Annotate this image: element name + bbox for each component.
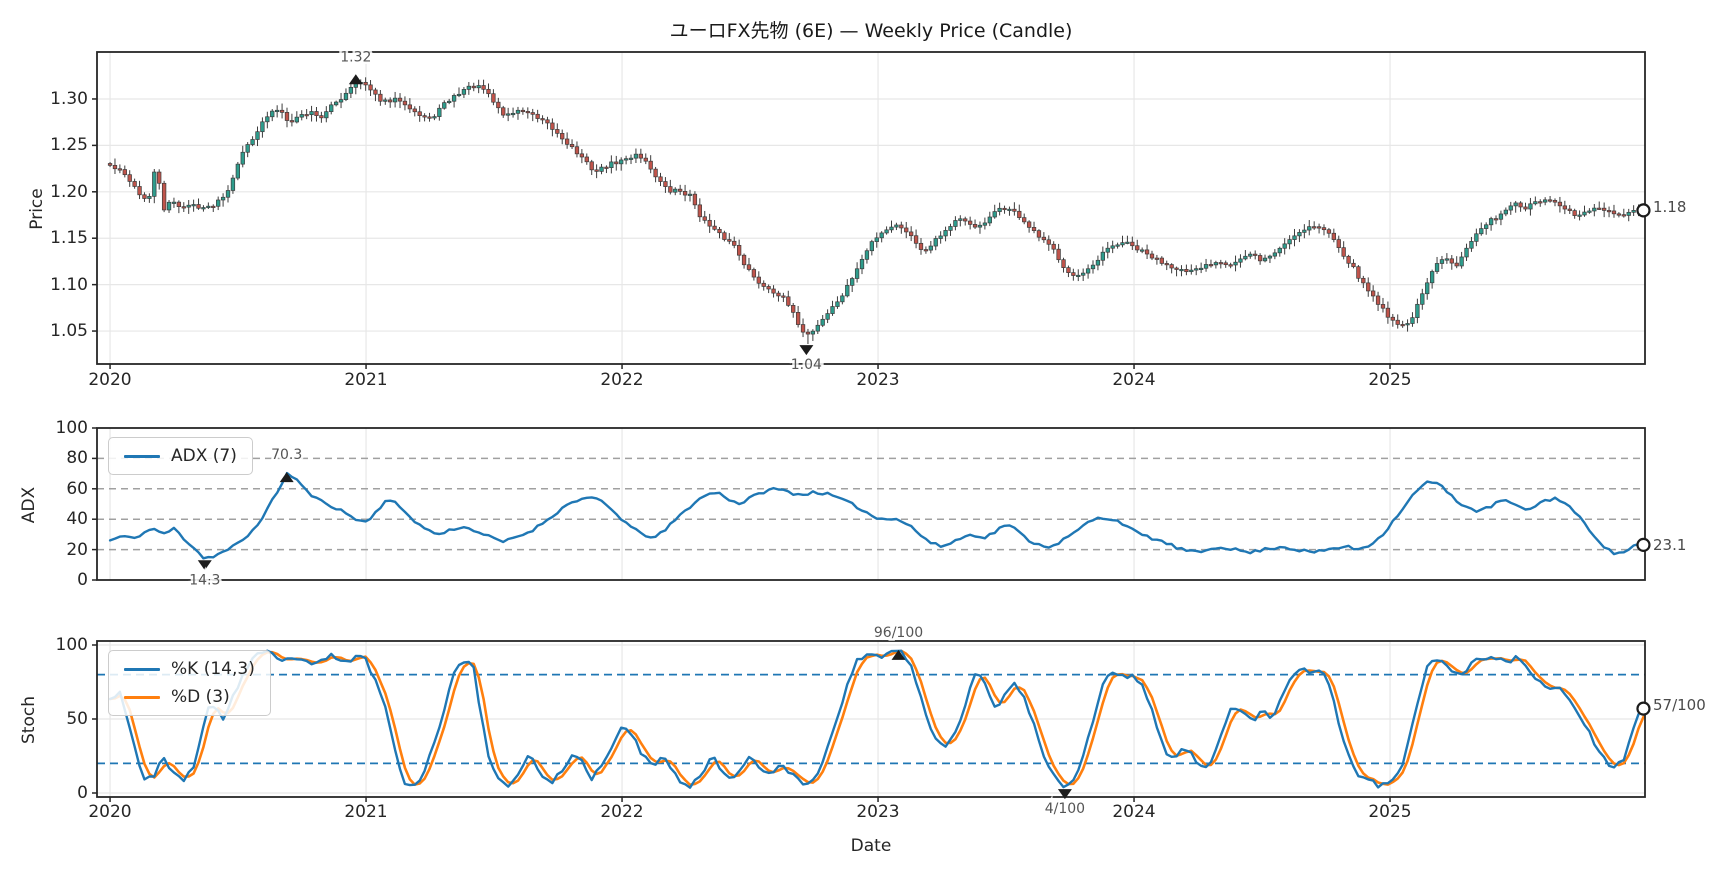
adx-last-value: 23.1 [1653, 536, 1687, 554]
stoch-xtick: 2021 [344, 802, 388, 822]
adx-line [108, 471, 1645, 560]
chart-title: ユーロFX先物 (6E) — Weekly Price (Candle) [669, 20, 1073, 42]
candlestick-series [107, 75, 1645, 345]
price-xtick: 2020 [88, 370, 132, 390]
stoch-panel [97, 641, 1645, 797]
adx-ytick: 80 [66, 448, 88, 468]
annotation-marker-down [799, 345, 814, 356]
adx-ytick: 40 [66, 509, 88, 529]
annotation-marker-last [1636, 537, 1651, 552]
stoch-legend-item-d: %D (3) [124, 687, 255, 707]
adx-line-swatch [124, 454, 160, 458]
stoch-legend: %K (14,3) %D (3) [108, 650, 271, 716]
price-xtick: 2023 [856, 370, 900, 390]
stoch-legend-item-k: %K (14,3) [124, 659, 255, 679]
adx-legend-item: ADX (7) [124, 446, 237, 466]
annotation-marker-last [1636, 701, 1651, 716]
stoch-xtick: 2022 [600, 802, 644, 822]
stoch-ytick: 50 [66, 709, 88, 729]
stoch-xtick: 2024 [1112, 802, 1156, 822]
adx-ytick: 0 [77, 570, 88, 590]
percent-d-line-swatch [124, 695, 160, 699]
annotation-label: 70.3 [271, 447, 302, 463]
price-xtick: 2025 [1368, 370, 1412, 390]
adx-legend-label: ADX (7) [171, 446, 237, 466]
annotation-label: 14.3 [189, 572, 220, 588]
stoch-xtick: 2023 [856, 802, 900, 822]
percent-k-line-swatch [124, 667, 160, 671]
price-xtick: 2021 [344, 370, 388, 390]
annotation-label: 96/100 [874, 625, 923, 641]
annotation-marker-last [1636, 203, 1651, 218]
percent-k-legend-label: %K (14,3) [171, 659, 255, 679]
adx-frame [96, 427, 1646, 581]
annotation-marker-up [891, 649, 906, 660]
price-ytick: 1.20 [50, 182, 88, 202]
annotation-label: 1.32 [340, 49, 371, 65]
adx-ytick: 20 [66, 540, 88, 560]
annotation-label: 1.04 [791, 357, 822, 373]
stoch-lines [108, 649, 1645, 789]
percent-k-line [108, 649, 1645, 789]
annotation-marker-down [197, 560, 212, 571]
price-last-value: 1.18 [1653, 198, 1687, 216]
annotation-marker-up [348, 74, 363, 85]
stoch-ytick: 100 [55, 635, 88, 655]
annotation-marker-down [1057, 789, 1072, 800]
price-xtick: 2022 [600, 370, 644, 390]
percent-d-legend-label: %D (3) [171, 687, 230, 707]
stoch-xtick: 2025 [1368, 802, 1412, 822]
adx-ytick: 60 [66, 479, 88, 499]
adx-legend: ADX (7) [108, 437, 253, 475]
price-xtick: 2024 [1112, 370, 1156, 390]
price-ytick: 1.10 [50, 275, 88, 295]
stoch-xtick: 2020 [88, 802, 132, 822]
price-ytick: 1.05 [50, 321, 88, 341]
price-ytick: 1.30 [50, 89, 88, 109]
date-axis-label: Date [850, 836, 892, 856]
annotation-marker-up [279, 472, 294, 483]
stoch-ytick: 0 [77, 783, 88, 803]
adx-panel [97, 428, 1645, 580]
annotation-label: 4/100 [1045, 801, 1085, 817]
price-ytick: 1.15 [50, 228, 88, 248]
price-panel [97, 52, 1645, 364]
adx-ytick: 100 [55, 418, 88, 438]
stoch-last-value: 57/100 [1653, 696, 1706, 714]
price-ytick: 1.25 [50, 135, 88, 155]
